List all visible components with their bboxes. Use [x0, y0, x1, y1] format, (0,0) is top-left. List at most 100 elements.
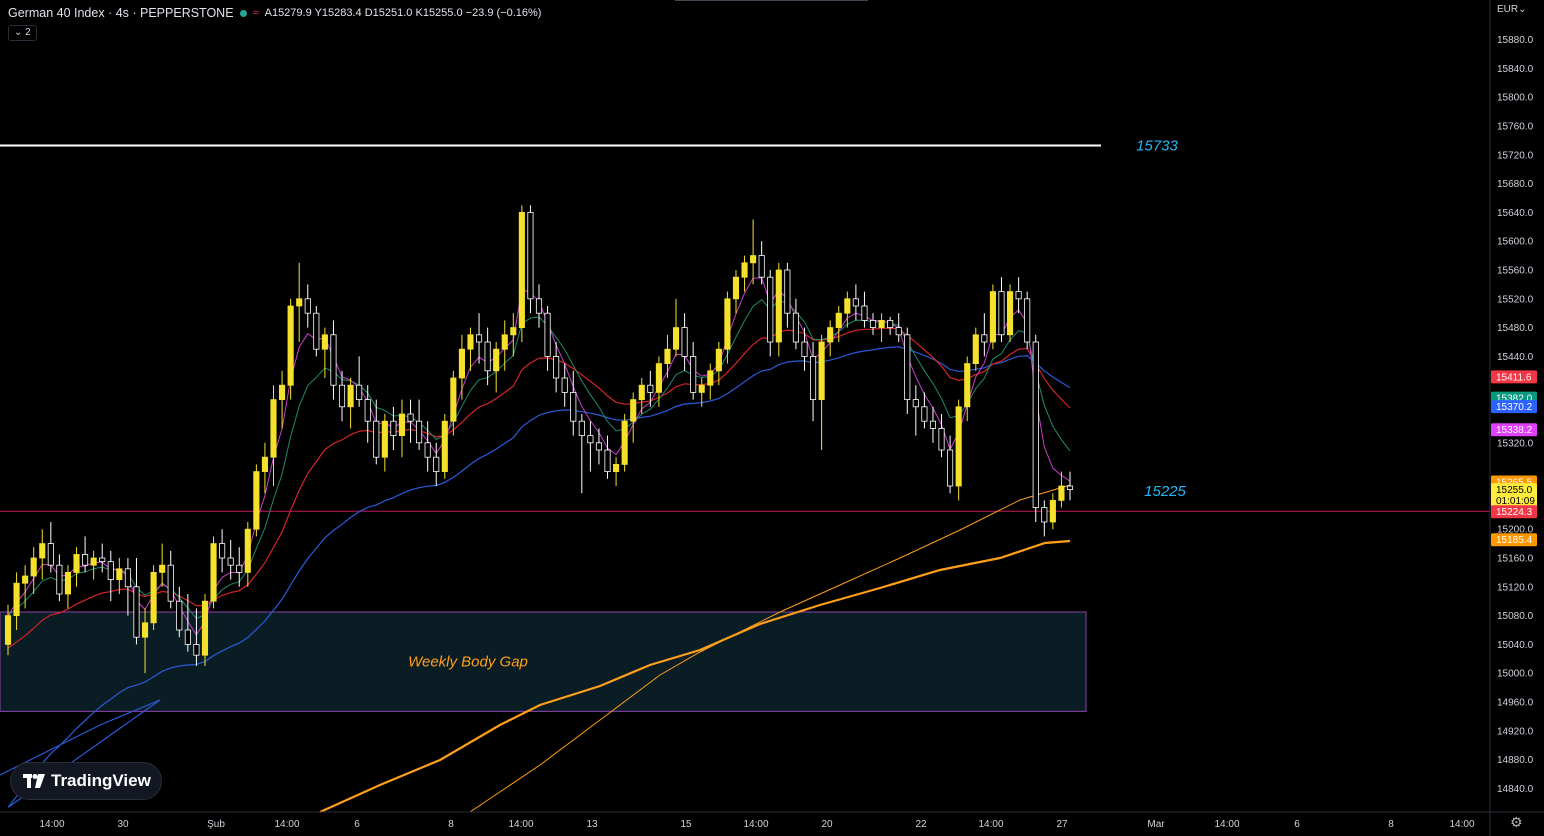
candle [364, 385, 371, 443]
candle [544, 306, 551, 371]
candle [4, 604, 12, 656]
price-tick-label: 15200.0 [1497, 525, 1534, 536]
candle-body [972, 334, 979, 364]
price-badge-label: 15411.6 [1496, 372, 1532, 383]
time-tick-label: 22 [915, 819, 927, 830]
candle [750, 219, 757, 285]
ma-blue-line [0, 346, 1071, 808]
candle-body [176, 600, 183, 631]
candle [287, 298, 294, 400]
candle [424, 421, 431, 472]
candle-body [356, 384, 363, 401]
time-tick-label: 20 [821, 819, 833, 830]
candle-body [750, 255, 757, 264]
candle [493, 342, 500, 393]
candle [955, 399, 962, 501]
candle-body [767, 276, 774, 343]
candle-body [484, 341, 491, 372]
candle [904, 327, 911, 414]
candle [810, 342, 817, 422]
candle [501, 320, 508, 371]
candle [553, 342, 560, 393]
candle [124, 558, 131, 616]
currency-selector[interactable]: EUR⌄ [1497, 4, 1527, 15]
candle-body [13, 582, 20, 617]
top-drag-handle[interactable] [675, 0, 868, 1]
candle-body [416, 420, 423, 444]
candle-body [784, 269, 791, 314]
candle-body [527, 211, 534, 300]
candle [818, 334, 825, 450]
candle-body [1049, 499, 1056, 523]
candle [296, 262, 303, 342]
symbol-title[interactable]: German 40 Index · 4s · PEPPERSTONE [8, 6, 234, 20]
candle-body [595, 442, 603, 451]
ma-magenta-line [7, 277, 1071, 636]
candle-body [193, 644, 200, 656]
candle-body [279, 384, 286, 401]
candle [741, 255, 748, 292]
candle [116, 558, 123, 594]
candle [347, 378, 354, 429]
candle-body [844, 298, 851, 314]
price-tick-label: 15040.0 [1497, 640, 1534, 651]
candle-body [724, 298, 731, 350]
candle-body [433, 456, 440, 473]
ma-orange-thin-line [469, 484, 1071, 813]
ma-green-line [7, 299, 1071, 620]
price-badge-bg [1491, 400, 1537, 414]
candle [356, 356, 363, 407]
candle [475, 313, 483, 364]
candle [921, 392, 928, 429]
time-tick-label: 14:00 [508, 819, 533, 830]
tradingview-logo[interactable]: TradingView [10, 762, 162, 800]
candle [321, 327, 328, 378]
price-badge-label: 15255.0 [1496, 485, 1533, 496]
time-tick-label: 14:00 [1449, 819, 1474, 830]
candle-body [715, 348, 722, 372]
candle-body [904, 334, 911, 400]
time-tick-label: 15 [680, 819, 692, 830]
candle [56, 554, 63, 602]
price-tick-label: 15640.0 [1497, 208, 1534, 219]
candle [655, 356, 662, 407]
candle-body [630, 399, 637, 422]
candle [176, 586, 183, 638]
price-badge-bg [1491, 483, 1537, 497]
time-tick-label: Şub [207, 819, 225, 830]
indicators-toggle[interactable]: ⌄ 2 [8, 25, 37, 41]
candle [998, 277, 1005, 342]
candle-body [878, 319, 885, 328]
candle-body [364, 399, 371, 422]
candle-body [73, 554, 80, 573]
price-tick-label: 15600.0 [1497, 237, 1534, 248]
candle-body [981, 334, 988, 343]
candle-body [818, 341, 825, 400]
candle-body [64, 572, 72, 595]
ma-orange-thick-line [319, 539, 1071, 814]
candle [664, 334, 671, 378]
candle-body [861, 305, 868, 321]
candle [13, 572, 20, 630]
candle-body [938, 427, 945, 451]
candle [981, 313, 988, 357]
candle [450, 370, 457, 436]
price-tick-label: 15320.0 [1497, 438, 1534, 449]
candle-body [1024, 298, 1031, 343]
candle-body [801, 341, 808, 357]
candle [133, 558, 140, 645]
candle-body [621, 420, 628, 465]
candle-body [895, 327, 902, 336]
candle [861, 291, 868, 328]
candle-body [998, 291, 1005, 336]
price-tick-label: 15480.0 [1497, 323, 1534, 334]
candle-body [201, 600, 209, 656]
candle [784, 262, 791, 328]
candle [1058, 471, 1065, 508]
price-badge: 15255.0 [1491, 483, 1537, 497]
gear-icon[interactable]: ⚙ [1510, 814, 1523, 830]
candle-body [227, 557, 234, 566]
candle-body [493, 348, 500, 372]
time-tick-label: 27 [1056, 819, 1068, 830]
